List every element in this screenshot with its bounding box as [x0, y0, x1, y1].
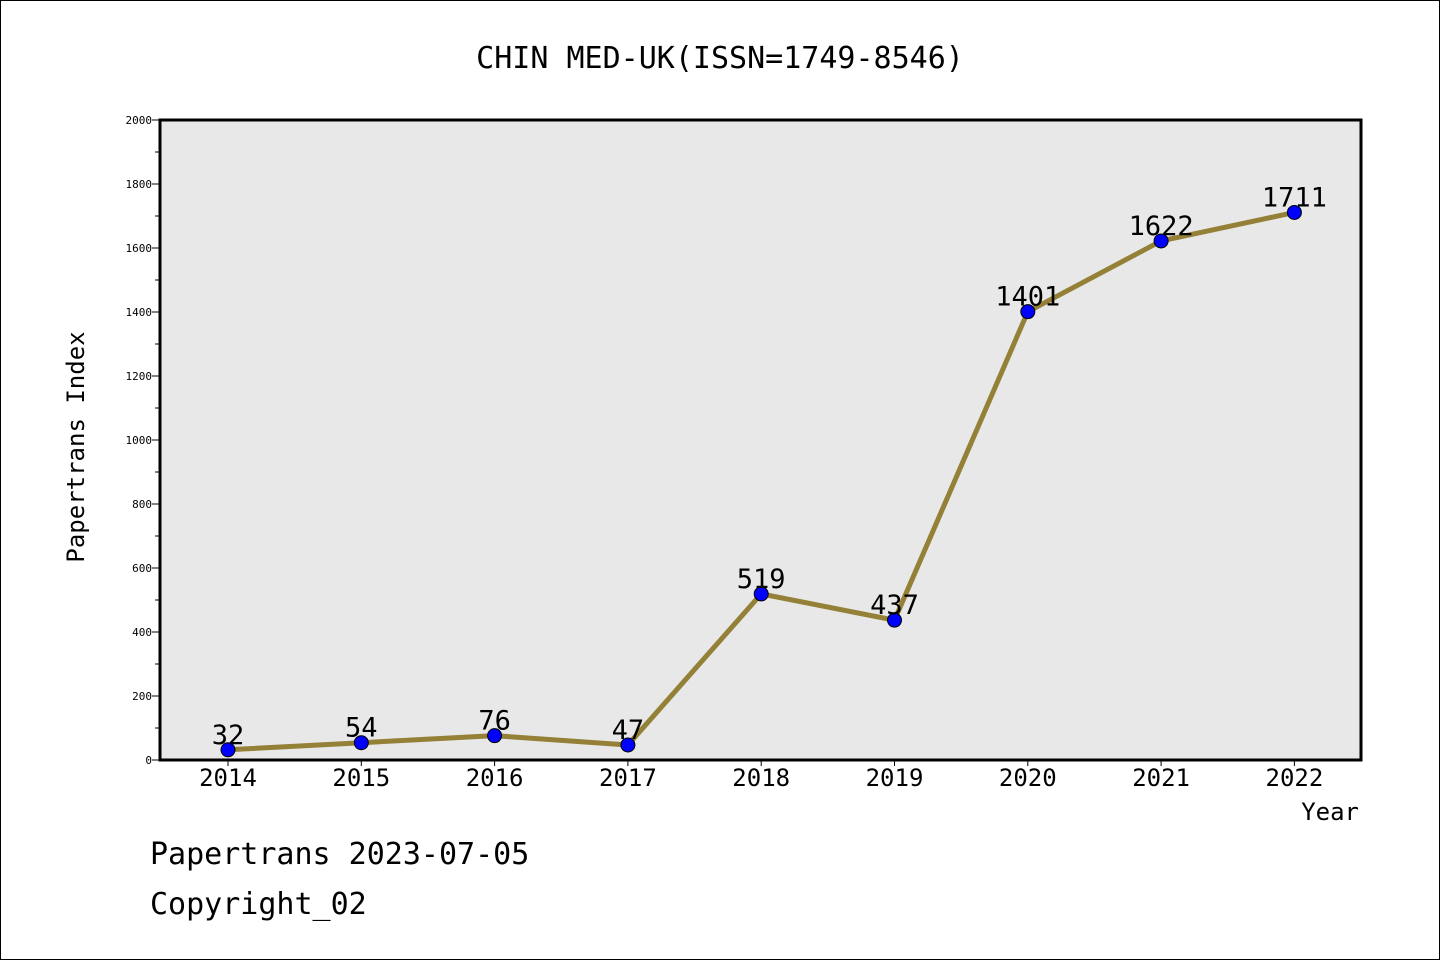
data-label: 54	[345, 713, 378, 744]
data-label: 32	[212, 720, 245, 751]
data-label: 47	[612, 715, 645, 746]
y-tick-label: 1800	[126, 178, 153, 191]
y-tick-label: 1400	[126, 306, 153, 319]
x-tick-label: 2021	[1132, 764, 1190, 792]
data-point	[753, 586, 769, 602]
y-axis-label: Papertrans Index	[62, 331, 90, 562]
x-tick-label: 2018	[732, 764, 790, 792]
data-point	[1153, 233, 1169, 249]
x-tick-label: 2015	[332, 764, 390, 792]
data-label: 1401	[995, 282, 1060, 313]
x-tick-label: 2017	[599, 764, 657, 792]
series-group	[220, 204, 1302, 758]
y-tick-label: 1200	[126, 370, 153, 383]
x-tick-label: 2022	[1266, 764, 1324, 792]
data-label: 76	[478, 706, 511, 737]
x-axis-ticks: 2014 2015 2016 2017 2018 2019 2020 2021 2022	[199, 760, 1323, 792]
footer-copyright: Copyright_02	[150, 887, 367, 922]
data-label: 519	[737, 564, 786, 595]
data-label: 1622	[1129, 211, 1194, 242]
y-tick-label: 800	[132, 498, 152, 511]
data-labels: 32 54 76 47 519 437 1401 1622 1711	[212, 182, 1327, 750]
x-axis-label: Year	[1301, 798, 1359, 826]
data-point	[1020, 304, 1036, 320]
x-tick-label: 2014	[199, 764, 257, 792]
x-tick-label: 2019	[866, 764, 924, 792]
y-axis-ticks: 0 200 400 600 800 1000 1200 1400 1600 1800 2000	[126, 114, 160, 767]
data-label: 437	[870, 590, 919, 621]
data-point	[353, 735, 369, 751]
y-tick-label: 0	[145, 754, 152, 767]
y-tick-label: 1000	[126, 434, 153, 447]
data-label: 1711	[1262, 182, 1327, 213]
x-tick-label: 2020	[999, 764, 1057, 792]
y-tick-label: 600	[132, 562, 152, 575]
x-tick-label: 2016	[466, 764, 524, 792]
footer-date: Papertrans 2023-07-05	[150, 837, 529, 872]
y-tick-label: 400	[132, 626, 152, 639]
y-tick-label: 2000	[126, 114, 153, 127]
data-point	[620, 737, 636, 753]
plot-area	[158, 118, 1363, 762]
data-point	[487, 728, 503, 744]
data-point	[1286, 204, 1302, 220]
data-point	[887, 612, 902, 628]
y-tick-label: 200	[132, 690, 152, 703]
chart-title: CHIN MED-UK(ISSN=1749-8546)	[476, 41, 964, 76]
data-point	[220, 742, 236, 758]
y-tick-label: 1600	[126, 242, 153, 255]
